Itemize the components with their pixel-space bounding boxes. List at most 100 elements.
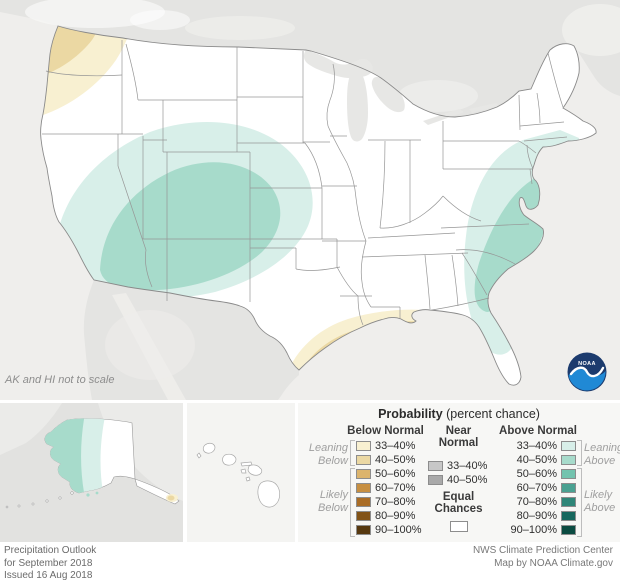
legend-range-label: 33–40% [447,460,488,472]
legend-row: 40–50% [356,453,422,467]
legend-group-likely-above: Likely Above [584,489,620,515]
legend-header-near-line2: Normal [438,437,479,449]
legend-title: Probability (percent chance) [298,407,620,421]
legend-range-label: 60–70% [375,482,416,494]
legend-row: 70–80% [488,495,576,509]
noaa-logo-text: NOAA [578,361,596,367]
alaska-inset-svg [0,403,183,542]
shading-ak-panhandle-below-40-50 [167,495,175,501]
legend-range-label: 40–50% [375,454,416,466]
legend-header-below: Below Normal [347,425,424,437]
legend-swatch [561,525,576,535]
bracket-likely-above [577,468,582,537]
likely-above-line2: Above [584,502,616,514]
hawaii-inset [187,403,295,542]
legend-group-leaning-below: Leaning Below [304,442,348,468]
great-lakes [303,50,499,142]
legend-row: 70–80% [356,495,422,509]
legend-swatch [356,469,371,479]
legend-row: 80–90% [356,509,422,523]
bracket-leaning-above [577,440,582,466]
footer-title-line: Precipitation Outlook [4,545,97,556]
kodiak-island [86,493,90,497]
legend-row: 90–100% [356,523,422,537]
equal-chances-line2: Chances [434,503,483,515]
conus-map: NOAA AK and HI not to scale [0,0,620,400]
bracket-likely-below [350,468,355,537]
legend-swatch [561,469,576,479]
legend-swatch [356,497,371,507]
footer-month-line: for September 2018 [4,557,93,569]
leaning-below-line2: Below [318,455,348,467]
bracket-leaning-below [350,440,355,466]
hawaii-ocean [187,403,295,542]
legend-range-label: 50–60% [375,468,416,480]
legend-rows-below: 33–40% 40–50% 50–60% 60–70% 70–80% 80–90% 90–1… [356,439,422,537]
legend-rows-above: 33–40% 40–50% 50–60% 60–70% 70–80% 80–90% 90–1… [488,439,576,537]
legend-swatch [561,441,576,451]
legend-row: 33–40% [428,459,487,473]
legend-swatch [356,441,371,451]
legend-range-label: 80–90% [516,510,557,522]
legend-equal-chances: Equal Chances [421,491,496,537]
legend-range-label: 80–90% [375,510,416,522]
legend-swatch [561,511,576,521]
legend-range-label: 40–50% [447,474,488,486]
legend-range-label: 50–60% [516,468,557,480]
footer-climategov-line: Map by NOAA Climate.gov [494,557,613,569]
legend-row: 50–60% [356,467,422,481]
legend-swatch [356,483,371,493]
legend-range-label: 33–40% [516,440,557,452]
legend-row: 90–100% [488,523,576,537]
footer-cpc-line: NWS Climate Prediction Center [472,545,613,556]
legend-group-likely-below: Likely Below [304,489,348,515]
footer-left-text: Precipitation Outlook for September 2018… [4,545,96,583]
legend-header-near: Near Normal [421,425,496,449]
us-outline [40,25,597,386]
legend-range-label: 60–70% [516,482,557,494]
footer: Precipitation Outlook for September 2018… [0,542,620,585]
legend-range-label: 90–100% [510,524,558,536]
legend-row: 40–50% [488,453,576,467]
legend-swatch [356,525,371,535]
noaa-logo: NOAA [567,352,607,392]
legend-swatch [561,455,576,465]
legend-range-label: 70–80% [516,496,557,508]
legend-title-suffix: (percent chance) [442,407,540,421]
legend-row: 40–50% [428,473,487,487]
footer-issued-line: Issued 16 Aug 2018 [4,570,93,582]
legend-range-label: 70–80% [375,496,416,508]
noaa-gull-icon [569,366,605,378]
shading-ak-above-40-50 [44,418,87,494]
leaning-below-line1: Leaning [308,442,348,454]
equal-chances-line1: Equal [442,491,475,503]
legend-swatch [356,455,371,465]
footer-right-text: NWS Climate Prediction Center Map by NOA… [473,545,613,570]
legend-swatch [561,497,576,507]
legend-swatch [356,511,371,521]
legend-row: 33–40% [488,439,576,453]
legend-row: 50–60% [488,467,576,481]
ak-islet [95,491,99,495]
legend-row: 60–70% [356,481,422,495]
legend-range-label: 33–40% [375,440,416,452]
likely-below-line2: Below [318,502,348,514]
legend-row: 60–70% [488,481,576,495]
legend-row: 33–40% [356,439,422,453]
leaning-above-line1: Leaning [584,442,620,454]
legend-swatch [428,461,443,471]
mexico-landmass [83,280,300,400]
hawaii-islands [196,442,281,508]
legend-header-near-line1: Near [445,425,472,437]
legend: Probability (percent chance) Below Norma… [298,403,620,542]
shading-eastcoast-above-40-50 [474,172,553,312]
hawaii-inset-svg [187,403,295,542]
canada-landmass [0,0,620,117]
likely-below-line1: Likely [319,489,348,501]
likely-above-line1: Likely [584,489,613,501]
conus-map-svg: NOAA [0,0,620,400]
legend-title-bold: Probability [378,407,443,421]
legend-header-above: Above Normal [499,425,577,437]
legend-rows-near: 33–40% 40–50% [428,459,487,487]
equal-chances-swatch [449,521,468,532]
